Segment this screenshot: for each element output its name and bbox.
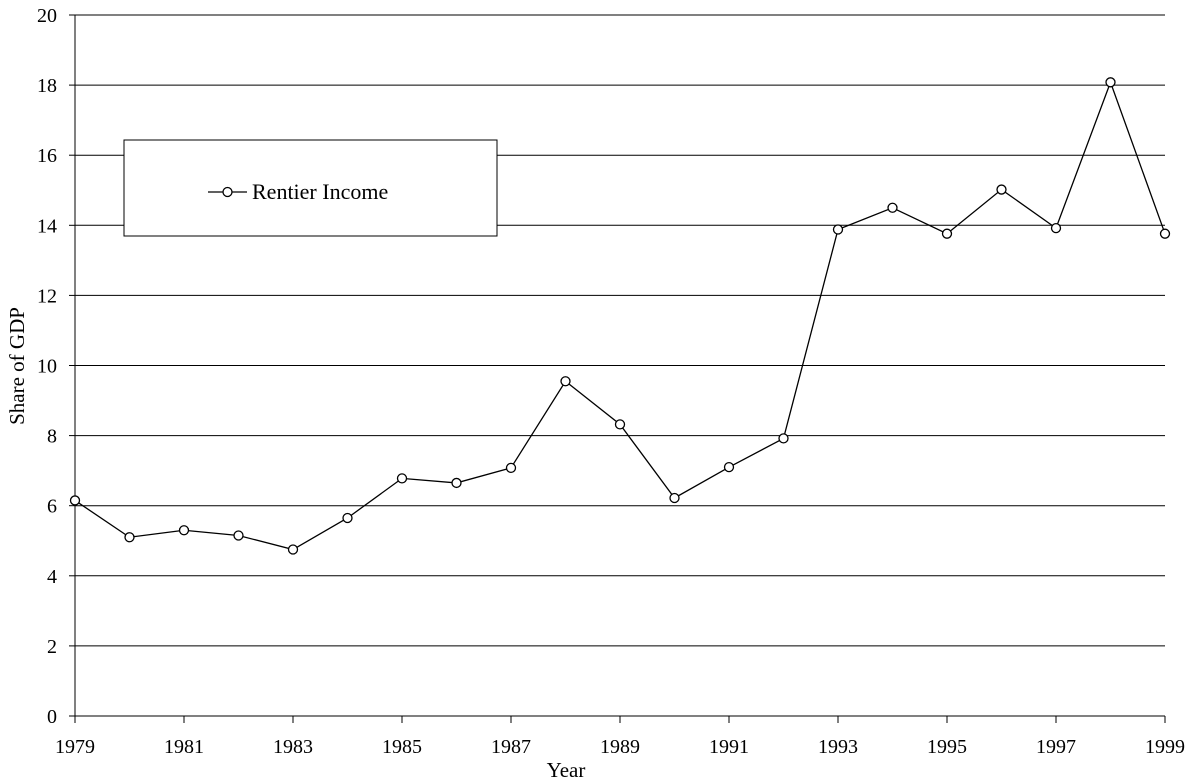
data-point	[669, 492, 680, 504]
legend: Rentier Income	[123, 139, 498, 237]
data-point	[560, 376, 571, 387]
y-tick-label: 12	[37, 285, 57, 307]
data-point	[1050, 222, 1062, 234]
y-tick-label: 16	[37, 145, 57, 167]
x-tick-label: 1985	[382, 736, 422, 758]
data-point	[451, 477, 462, 489]
series-layer	[69, 77, 1171, 555]
y-tick-label: 10	[37, 356, 57, 378]
data-point	[287, 544, 299, 555]
data-point	[396, 473, 408, 484]
x-tick-label: 1989	[600, 736, 640, 758]
x-tick-label: 1993	[818, 736, 858, 758]
x-tick-label: 1991	[709, 736, 749, 758]
y-tick-label: 0	[47, 706, 57, 728]
data-point	[1159, 228, 1171, 239]
y-tick-label: 8	[47, 426, 57, 448]
tick-labels: 0 2 4 6 8 10 12 14 16 18 20 1979 1981 1983 1985 1987 198…	[37, 5, 1185, 758]
x-tick-label: 1983	[273, 736, 313, 758]
legend-marker	[222, 186, 233, 198]
y-tick-label: 20	[37, 5, 57, 27]
x-tick-label: 1981	[164, 736, 204, 758]
data-point	[342, 512, 353, 524]
x-tick-label: 1997	[1036, 736, 1076, 758]
x-axis-title: Year	[547, 758, 586, 782]
x-tick-label: 1979	[55, 736, 95, 758]
x-tick-label: 1987	[491, 736, 531, 758]
data-point	[614, 419, 626, 430]
data-point	[505, 462, 517, 473]
data-point	[887, 202, 898, 213]
gridlines	[75, 14, 1165, 647]
y-tick-label: 2	[47, 636, 57, 658]
data-point	[1105, 77, 1116, 88]
x-tick-label: 1999	[1145, 736, 1185, 758]
data-point	[941, 228, 953, 239]
data-point	[69, 495, 81, 506]
data-point	[124, 532, 135, 543]
data-point	[723, 461, 735, 473]
data-point	[778, 433, 789, 444]
data-point	[832, 224, 844, 235]
legend-label-rentier-income: Rentier Income	[252, 179, 388, 204]
data-point	[233, 530, 244, 541]
y-tick-label: 18	[37, 75, 57, 97]
data-point	[178, 525, 190, 536]
legend-box	[123, 139, 498, 237]
y-tick-label: 14	[37, 215, 57, 237]
y-tick-label: 6	[47, 496, 57, 518]
y-tick-label: 4	[47, 566, 57, 588]
data-point	[996, 184, 1007, 195]
y-axis-title: Share of GDP	[5, 307, 29, 425]
x-tick-label: 1995	[927, 736, 967, 758]
